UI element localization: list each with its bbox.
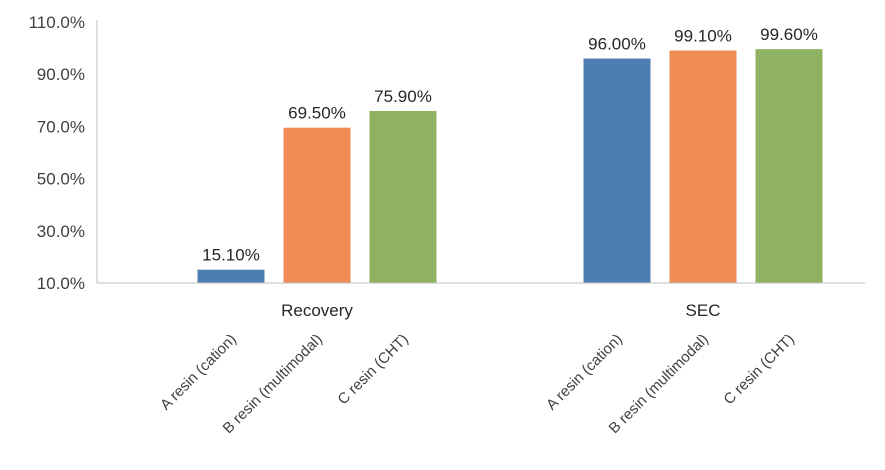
x-group-label: Recovery	[281, 301, 353, 320]
bar	[369, 111, 437, 283]
y-tick-label: 110.0%	[29, 13, 85, 32]
x-category-label: C resin (CHT)	[720, 331, 797, 408]
bar	[669, 50, 737, 283]
data-label: 15.10%	[202, 246, 260, 265]
y-tick-label: 50.0%	[37, 170, 85, 189]
bar	[283, 127, 351, 283]
y-tick-label: 30.0%	[37, 222, 85, 241]
bar	[197, 269, 265, 283]
x-category-label: C resin (CHT)	[334, 331, 411, 408]
y-tick-label: 10.0%	[37, 274, 85, 293]
x-group-label: SEC	[686, 301, 721, 320]
data-label: 99.10%	[674, 26, 732, 45]
data-label: 96.00%	[588, 35, 646, 54]
data-label: 99.60%	[760, 25, 818, 44]
data-label: 69.50%	[288, 104, 346, 123]
x-category-label: A resin (cation)	[543, 331, 626, 414]
x-category-label: A resin (cation)	[157, 331, 240, 414]
bar	[583, 58, 651, 283]
y-tick-label: 90.0%	[37, 65, 85, 84]
bar	[755, 49, 823, 284]
y-tick-label: 70.0%	[37, 117, 85, 136]
data-label: 75.90%	[374, 87, 432, 106]
